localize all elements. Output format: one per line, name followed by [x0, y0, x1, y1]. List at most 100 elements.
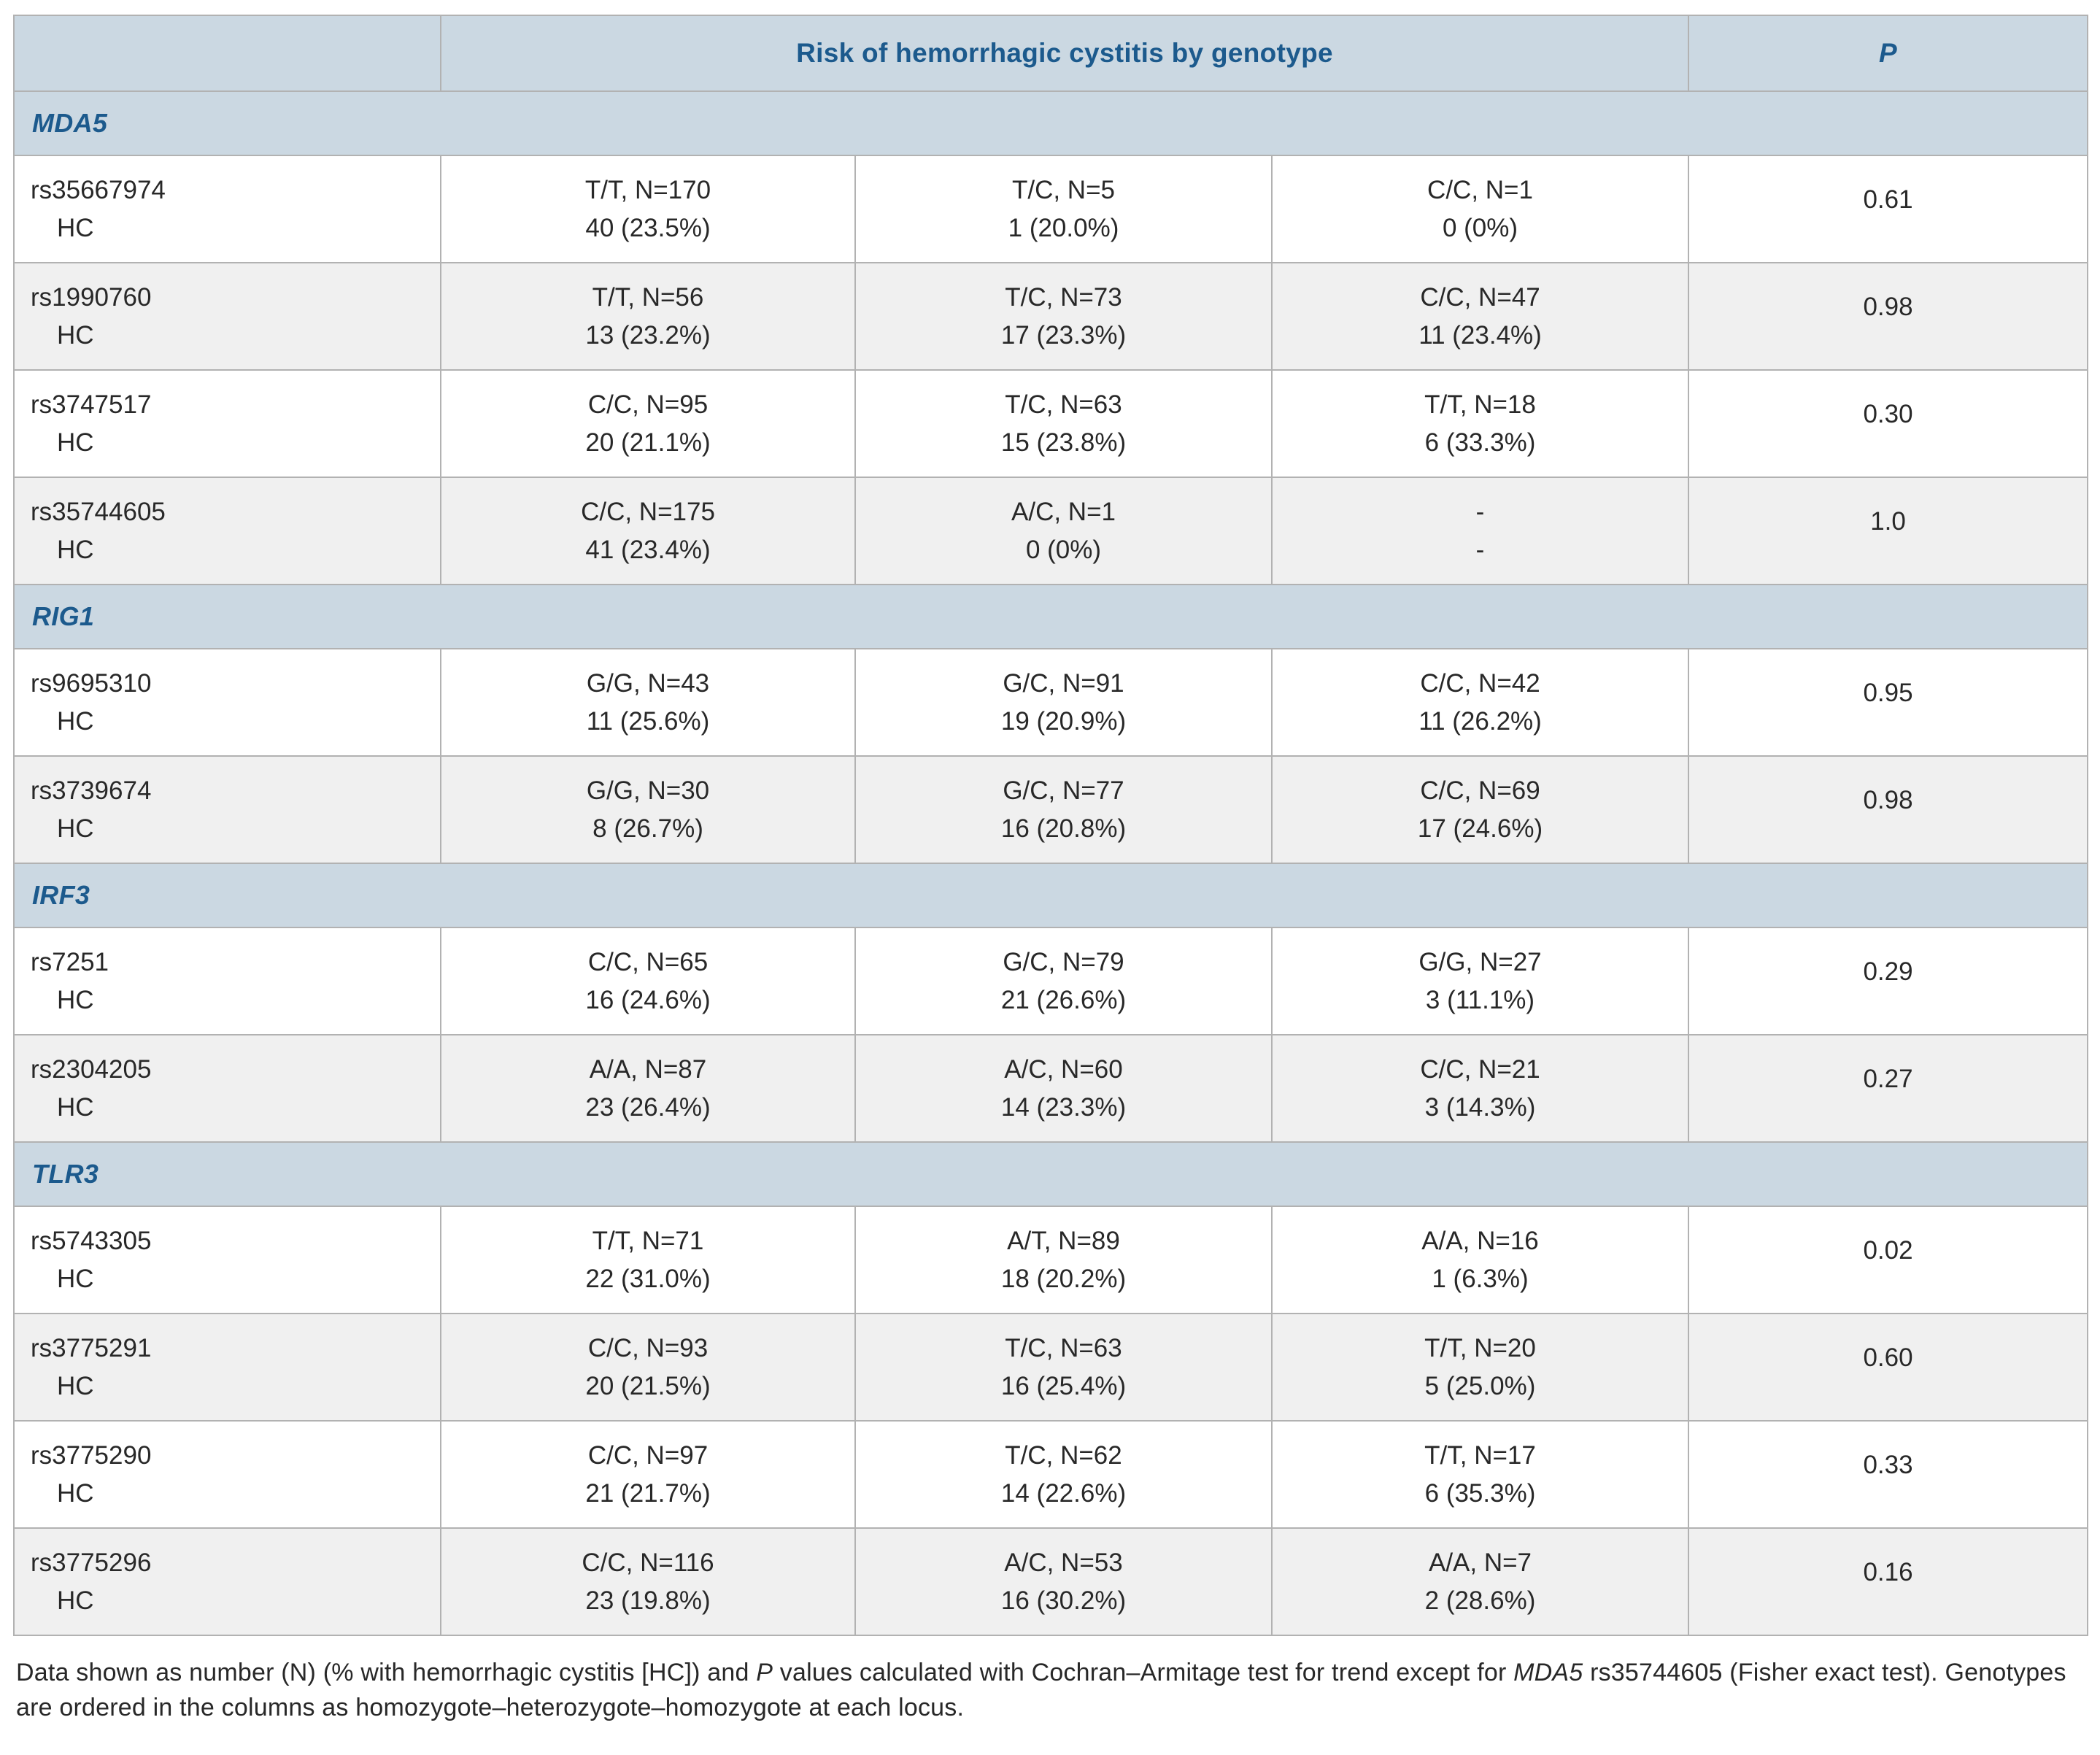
genotype-cell: G/G, N=43 11 (25.6%) — [440, 648, 856, 757]
snp-data-row: rs2304205 HC A/A, N=87 23 (26.4%) A/C, N=60 1… — [13, 1034, 2089, 1143]
hc-label: HC — [57, 428, 94, 457]
table-footnote: Data shown as number (N) (% with hemorrh… — [16, 1655, 2090, 1726]
genotype-count: G/C, N=79 — [1003, 947, 1124, 976]
genotype-cell: C/C, N=97 21 (21.7%) — [440, 1420, 856, 1529]
p-value-cell: 0.33 — [1688, 1420, 2089, 1529]
hc-rate: 2 (28.6%) — [1424, 1586, 1536, 1615]
gene-name: MDA5 — [12, 90, 2089, 156]
genotype-count: A/A, N=16 — [1421, 1226, 1539, 1255]
hc-label: HC — [57, 1478, 94, 1508]
genotype-cell: -- — [1270, 477, 1690, 585]
genotype-cell: A/C, N=60 14 (23.3%) — [854, 1034, 1273, 1143]
hc-label: HC — [57, 1264, 94, 1293]
hc-label: HC — [57, 213, 94, 242]
snp-data-row: rs7251 HC C/C, N=65 16 (24.6%) G/C, N=79 21 (… — [13, 927, 2089, 1035]
genotype-cell: C/C, N=175 41 (23.4%) — [440, 477, 856, 585]
genotype-cell: T/T, N=170 40 (23.5%) — [440, 155, 856, 263]
hc-rate: 17 (24.6%) — [1417, 814, 1543, 843]
genotype-count: T/C, N=63 — [1005, 1333, 1122, 1362]
p-value-cell: 0.95 — [1688, 648, 2089, 757]
genotype-count: G/G, N=30 — [586, 776, 710, 805]
snp-cell: rs3775290 HC — [13, 1420, 441, 1529]
snp-id: rs35667974 — [31, 175, 166, 204]
genotype-cell: G/C, N=91 19 (20.9%) — [854, 648, 1273, 757]
genotype-count: T/T, N=20 — [1424, 1333, 1536, 1362]
genotype-count: C/C, N=69 — [1420, 776, 1540, 805]
p-value-cell: 0.27 — [1688, 1034, 2089, 1143]
genotype-cell: C/C, N=116 23 (19.8%) — [440, 1527, 856, 1636]
genotype-count: T/T, N=56 — [592, 282, 704, 312]
hc-rate: 0 (0%) — [1025, 535, 1102, 564]
hc-rate: 14 (23.3%) — [1000, 1092, 1127, 1122]
genotype-risk-table: Risk of hemorrhagic cystitis by genotype… — [12, 15, 2089, 1636]
hc-rate: 8 (26.7%) — [592, 814, 703, 843]
gene-section-row: IRF3 — [12, 863, 2089, 928]
snp-id: rs2304205 — [31, 1054, 152, 1084]
header-genotype-risk: Risk of hemorrhagic cystitis by genotype — [439, 15, 1690, 92]
genotype-count: A/C, N=60 — [1004, 1054, 1123, 1084]
p-value-cell: 0.02 — [1688, 1206, 2089, 1314]
hc-rate: 13 (23.2%) — [585, 320, 711, 350]
p-value-cell: 0.16 — [1688, 1527, 2089, 1636]
genotype-cell: A/A, N=87 23 (26.4%) — [440, 1034, 856, 1143]
genotype-cell: T/T, N=20 5 (25.0%) — [1270, 1313, 1690, 1422]
hc-rate: 16 (20.8%) — [1000, 814, 1127, 843]
footnote-segment: rs35744605 (Fisher exact test). Genotype… — [16, 1659, 2066, 1722]
snp-id: rs3739674 — [31, 776, 152, 805]
genotype-count: C/C, N=21 — [1420, 1054, 1540, 1084]
hc-rate: 11 (23.4%) — [1418, 320, 1542, 350]
snp-cell: rs5743305 HC — [13, 1206, 441, 1314]
snp-data-row: rs1990760 HC T/T, N=56 13 (23.2%) T/C, N=73 1… — [13, 262, 2089, 371]
genotype-count: C/C, N=97 — [587, 1440, 709, 1470]
gene-name: TLR3 — [12, 1141, 2089, 1207]
header-empty-cell — [13, 15, 441, 92]
genotype-count: T/C, N=62 — [1005, 1440, 1122, 1470]
hc-rate: 19 (20.9%) — [1000, 706, 1127, 736]
snp-data-row: rs3739674 HC G/G, N=30 8 (26.7%) G/C, N=77 16… — [13, 755, 2089, 864]
snp-cell: rs35667974 HC — [13, 155, 441, 263]
table-header-row: Risk of hemorrhagic cystitis by genotype… — [13, 15, 2089, 92]
p-value-cell: 0.60 — [1688, 1313, 2089, 1422]
hc-label: HC — [57, 814, 94, 843]
snp-data-row: rs3775291 HC C/C, N=93 20 (21.5%) T/C, N=63 1… — [13, 1313, 2089, 1422]
genotype-cell: C/C, N=42 11 (26.2%) — [1270, 648, 1690, 757]
footnote-italic-segment: P — [756, 1659, 773, 1686]
hc-rate: 17 (23.3%) — [1000, 320, 1127, 350]
genotype-cell: C/C, N=93 20 (21.5%) — [440, 1313, 856, 1422]
genotype-cell: T/T, N=17 6 (35.3%) — [1270, 1420, 1690, 1529]
snp-cell: rs35744605 HC — [13, 477, 441, 585]
genotype-cell: T/C, N=63 15 (23.8%) — [854, 369, 1273, 478]
genotype-cell: A/T, N=89 18 (20.2%) — [854, 1206, 1273, 1314]
hc-rate: 0 (0%) — [1442, 213, 1518, 242]
genotype-cell: A/A, N=16 1 (6.3%) — [1270, 1206, 1690, 1314]
genotype-cell: T/T, N=18 6 (33.3%) — [1270, 369, 1690, 478]
hc-rate: 23 (26.4%) — [585, 1092, 711, 1122]
hc-rate: 20 (21.1%) — [585, 428, 711, 457]
hc-rate: 11 (25.6%) — [586, 706, 710, 736]
snp-cell: rs1990760 HC — [13, 262, 441, 371]
footnote-segment: values calculated with Cochran–Armitage … — [773, 1659, 1514, 1686]
snp-cell: rs7251 HC — [13, 927, 441, 1035]
snp-id: rs3775296 — [31, 1548, 152, 1577]
genotype-cell: C/C, N=65 16 (24.6%) — [440, 927, 856, 1035]
genotype-count: - — [1475, 497, 1485, 526]
p-value-cell: 0.98 — [1688, 755, 2089, 864]
snp-id: rs35744605 — [31, 497, 166, 526]
genotype-count: A/T, N=89 — [1007, 1226, 1120, 1255]
snp-cell: rs3739674 HC — [13, 755, 441, 864]
snp-id: rs7251 — [31, 947, 109, 976]
hc-rate: 15 (23.8%) — [1000, 428, 1127, 457]
hc-rate: 18 (20.2%) — [1000, 1264, 1127, 1293]
genotype-cell: T/C, N=62 14 (22.6%) — [854, 1420, 1273, 1529]
hc-rate: 21 (21.7%) — [585, 1478, 711, 1508]
genotype-count: T/T, N=18 — [1424, 390, 1536, 419]
hc-rate: 6 (33.3%) — [1424, 428, 1536, 457]
footnote-segment: Data shown as number (N) (% with hemorrh… — [16, 1659, 757, 1686]
genotype-cell: T/C, N=5 1 (20.0%) — [854, 155, 1273, 263]
snp-data-row: rs35667974 HC T/T, N=170 40 (23.5%) T/C, N=5… — [13, 155, 2089, 263]
p-value-cell: 0.61 — [1688, 155, 2089, 263]
hc-rate: 16 (24.6%) — [585, 985, 711, 1014]
genotype-cell: T/C, N=63 16 (25.4%) — [854, 1313, 1273, 1422]
footnote-italic-segment: MDA5 — [1513, 1659, 1583, 1686]
gene-section-row: TLR3 — [12, 1141, 2089, 1207]
